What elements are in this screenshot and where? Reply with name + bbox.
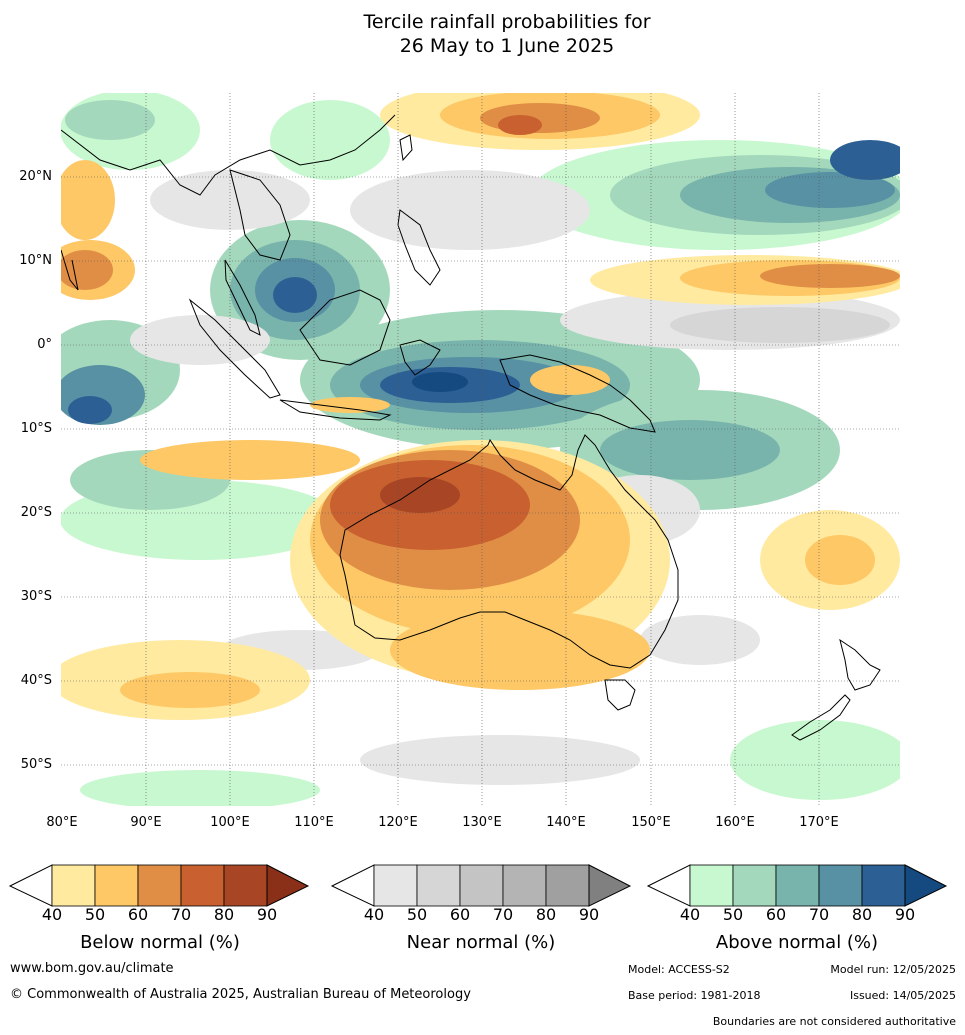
colorbar-above [646, 864, 948, 907]
below-swatch-40 [51, 864, 96, 907]
below-tick-90: 90 [256, 905, 278, 924]
asia-coast [61, 114, 396, 196]
below-swatch-80 [223, 864, 268, 907]
near-swatch-80 [545, 864, 590, 907]
below-swatch-70 [180, 864, 225, 907]
colorbar-below [8, 864, 310, 907]
lon-label-100e: 100°E [210, 815, 250, 830]
below-legend-title: Below normal (%) [80, 932, 240, 953]
title-line-2: 26 May to 1 June 2025 [399, 35, 615, 57]
near-tick-50: 50 [406, 905, 428, 924]
near-tick-60: 60 [449, 905, 471, 924]
above-swatch-40 [689, 864, 734, 907]
below-normal-regions [61, 93, 900, 720]
website-link[interactable]: www.bom.gov.au/climate [10, 961, 174, 976]
lon-label-150e: 150°E [631, 815, 671, 830]
tasmania-coast [604, 679, 636, 711]
india-coast [61, 249, 79, 291]
indochina-coast [229, 169, 291, 261]
lat-label-20s: 20°S [20, 505, 52, 520]
sulawesi-coast [399, 339, 441, 376]
model-label: Model: ACCESS-S2 [628, 963, 730, 976]
near-tick-40: 40 [363, 905, 385, 924]
lat-label-50s: 50°S [20, 757, 52, 772]
above-tick-90: 90 [894, 905, 916, 924]
below-tick-70: 70 [170, 905, 192, 924]
below-tick-60: 60 [127, 905, 149, 924]
near-normal-regions [130, 170, 900, 785]
above-tick-50: 50 [722, 905, 744, 924]
lon-label-90e: 90°E [130, 815, 162, 830]
graticule [61, 93, 900, 806]
lon-label-80e: 80°E [46, 815, 78, 830]
base-period-label: Base period: 1981-2018 [628, 989, 761, 1002]
near-swatch-60 [459, 864, 504, 907]
near-legend-title: Near normal (%) [406, 932, 556, 953]
lon-label-130e: 130°E [462, 815, 502, 830]
above-tick-60: 60 [765, 905, 787, 924]
near-tick-90: 90 [578, 905, 600, 924]
above-swatch-80 [861, 864, 906, 907]
near-tick-70: 70 [492, 905, 514, 924]
below-swatch-50 [94, 864, 139, 907]
below-swatch-60 [137, 864, 182, 907]
near-tick-80: 80 [535, 905, 557, 924]
above-tick-80: 80 [851, 905, 873, 924]
taiwan-coast [399, 134, 413, 162]
copyright-notice: © Commonwealth of Australia 2025, Austra… [10, 987, 471, 1002]
title-line-1: Tercile rainfall probabilities for [363, 11, 651, 33]
near-swatch-70 [502, 864, 547, 907]
above-tick-70: 70 [808, 905, 830, 924]
below-tick-80: 80 [213, 905, 235, 924]
near-swatch-50 [416, 864, 461, 907]
borneo-coast [299, 289, 391, 366]
lat-label-0: 0° [37, 337, 52, 352]
lat-label-20n: 20°N [19, 169, 52, 184]
above-legend-title: Above normal (%) [715, 932, 879, 953]
new-guinea-coast [499, 354, 656, 433]
lat-label-10n: 10°N [19, 253, 52, 268]
below-tick-40: 40 [41, 905, 63, 924]
lon-label-160e: 160°E [715, 815, 755, 830]
colorbar-near [330, 864, 632, 907]
lat-label-40s: 40°S [20, 673, 52, 688]
boundaries-disclaimer: Boundaries are not considered authoritat… [712, 1015, 956, 1028]
malay-peninsula [224, 259, 261, 336]
above-tick-40: 40 [679, 905, 701, 924]
australia-coast [339, 434, 679, 669]
java-coast [279, 399, 392, 421]
lon-label-170e: 170°E [799, 815, 839, 830]
lon-label-140e: 140°E [546, 815, 586, 830]
above-swatch-50 [732, 864, 777, 907]
new-zealand-north [839, 638, 881, 691]
near-swatch-40 [373, 864, 418, 907]
above-swatch-60 [775, 864, 820, 907]
lat-label-30s: 30°S [20, 589, 52, 604]
coastlines [61, 114, 881, 741]
lon-label-110e: 110°E [294, 815, 334, 830]
issued-label: Issued: 14/05/2025 [849, 989, 956, 1002]
new-zealand-south [791, 694, 851, 741]
lat-label-10s: 10°S [20, 421, 52, 436]
map-title: Tercile rainfall probabilities for 26 Ma… [0, 10, 965, 58]
lon-label-120e: 120°E [378, 815, 418, 830]
sumatra-coast [188, 298, 281, 399]
philippines-coast [397, 209, 441, 286]
model-run-label: Model run: 12/05/2025 [830, 963, 956, 976]
above-swatch-70 [818, 864, 863, 907]
below-tick-50: 50 [84, 905, 106, 924]
